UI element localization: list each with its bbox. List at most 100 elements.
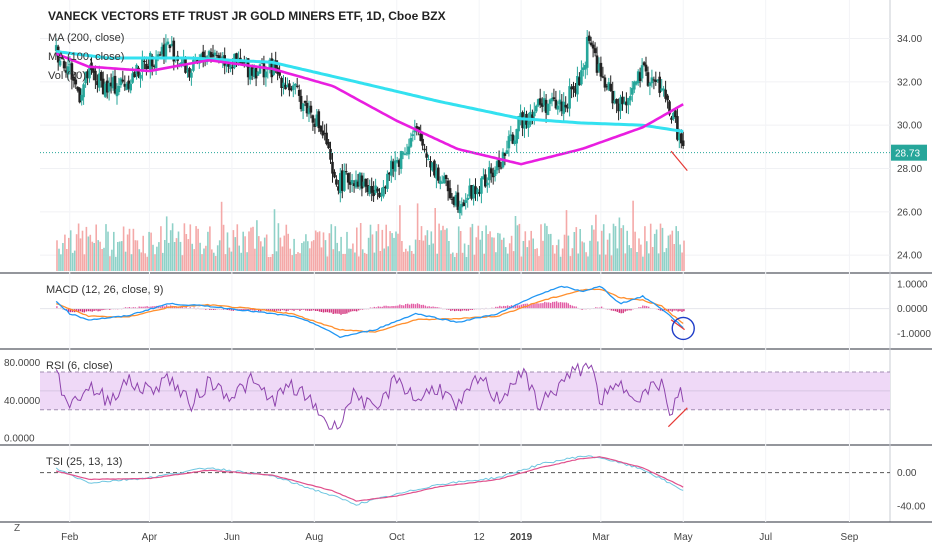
volume-bar bbox=[532, 238, 534, 271]
candle-body bbox=[354, 179, 358, 188]
volume-bar bbox=[205, 245, 207, 271]
volume-bar bbox=[546, 225, 548, 271]
volume-bar bbox=[185, 234, 188, 271]
time-tick-label: Feb bbox=[61, 532, 79, 543]
macd-histogram-bar bbox=[530, 303, 532, 309]
macd-histogram-bar bbox=[683, 308, 685, 312]
macd-histogram-bar bbox=[681, 308, 683, 312]
candle-body bbox=[636, 71, 640, 84]
volume-bar bbox=[424, 235, 427, 271]
macd-histogram-bar bbox=[412, 303, 415, 309]
candle-body bbox=[213, 52, 217, 55]
volume-bar bbox=[248, 231, 250, 271]
macd-histogram-bar bbox=[328, 308, 330, 313]
volume-bar bbox=[649, 223, 652, 271]
volume-bar bbox=[552, 245, 554, 271]
volume-bar bbox=[469, 227, 472, 271]
candle-body bbox=[139, 74, 142, 79]
candle-body bbox=[660, 88, 663, 91]
volume-bar bbox=[236, 224, 239, 271]
volume-bar bbox=[81, 230, 84, 271]
candle-body bbox=[499, 167, 503, 169]
macd-histogram-bar bbox=[416, 303, 419, 309]
volume-bar bbox=[548, 234, 550, 271]
candle-body bbox=[578, 77, 581, 86]
volume-bar bbox=[524, 231, 527, 271]
volume-bar bbox=[630, 248, 632, 271]
volume-bar bbox=[638, 238, 640, 271]
candle-body bbox=[678, 133, 681, 141]
volume-bar bbox=[87, 236, 90, 271]
candle-body bbox=[356, 181, 360, 187]
macd-histogram-bar bbox=[548, 302, 550, 309]
candle-body bbox=[282, 82, 285, 87]
macd-histogram-bar bbox=[403, 305, 405, 309]
candle-body bbox=[149, 53, 152, 71]
macd-histogram-bar bbox=[81, 308, 84, 313]
candle-body bbox=[425, 153, 428, 158]
candle-body bbox=[568, 86, 571, 109]
volume-bar bbox=[477, 225, 480, 271]
macd-histogram-bar bbox=[99, 308, 101, 312]
macd-histogram-bar bbox=[538, 303, 540, 309]
candle-body bbox=[589, 42, 593, 46]
candle-body bbox=[572, 86, 575, 90]
candle-body bbox=[609, 83, 612, 91]
candle-body bbox=[437, 167, 440, 181]
candle-body bbox=[390, 160, 393, 176]
volume-bar bbox=[197, 228, 199, 271]
volume-bar bbox=[234, 237, 237, 271]
volume-bar bbox=[428, 244, 431, 271]
macd-histogram-bar bbox=[162, 305, 164, 309]
macd-histogram-bar bbox=[512, 305, 515, 309]
macd-histogram-bar bbox=[504, 306, 507, 309]
volume-bar bbox=[432, 243, 434, 271]
volume-bar bbox=[534, 249, 536, 271]
candle-body bbox=[391, 161, 395, 169]
macd-annotation-circle bbox=[671, 316, 695, 341]
volume-bar bbox=[150, 232, 152, 271]
volume-bar bbox=[330, 224, 333, 271]
volume-bar bbox=[232, 230, 235, 271]
macd-histogram-bar bbox=[532, 304, 534, 309]
volume-bar bbox=[279, 237, 282, 271]
candle-body bbox=[433, 160, 436, 176]
candle-body bbox=[584, 65, 587, 70]
volume-bar bbox=[452, 252, 454, 271]
volume-bar bbox=[120, 241, 123, 271]
tsi-legend: TSI (25, 13, 13) bbox=[46, 456, 122, 468]
candle-body bbox=[462, 202, 466, 207]
candle-body bbox=[627, 97, 630, 105]
candle-body bbox=[258, 64, 262, 74]
volume-bar bbox=[117, 242, 119, 271]
candle-body bbox=[339, 173, 342, 194]
candle-body bbox=[113, 75, 117, 94]
volume-bar bbox=[128, 228, 131, 271]
volume-bar bbox=[379, 251, 382, 271]
volume-bar bbox=[581, 241, 583, 271]
volume-bar bbox=[320, 247, 323, 271]
volume-bar bbox=[467, 244, 470, 271]
candle-body bbox=[440, 182, 444, 184]
macd-histogram-bar bbox=[103, 308, 105, 310]
volume-bar bbox=[238, 245, 240, 271]
macd-histogram-bar bbox=[671, 308, 673, 312]
volume-bar bbox=[642, 256, 644, 271]
volume-bar bbox=[489, 231, 491, 271]
macd-histogram-bar bbox=[236, 308, 238, 310]
candle-body bbox=[92, 68, 95, 73]
volume-bar bbox=[653, 233, 656, 271]
candle-body bbox=[72, 76, 76, 81]
volume-bar bbox=[412, 253, 415, 271]
macd-histogram-bar bbox=[520, 304, 522, 309]
candle-body bbox=[654, 79, 658, 82]
candle-body bbox=[593, 48, 597, 54]
volume-bar bbox=[632, 200, 634, 271]
macd-histogram-bar bbox=[628, 308, 630, 311]
macd-histogram-bar bbox=[659, 308, 662, 311]
candle-body bbox=[60, 57, 64, 59]
volume-bar bbox=[634, 231, 636, 271]
candle-body bbox=[486, 182, 489, 186]
